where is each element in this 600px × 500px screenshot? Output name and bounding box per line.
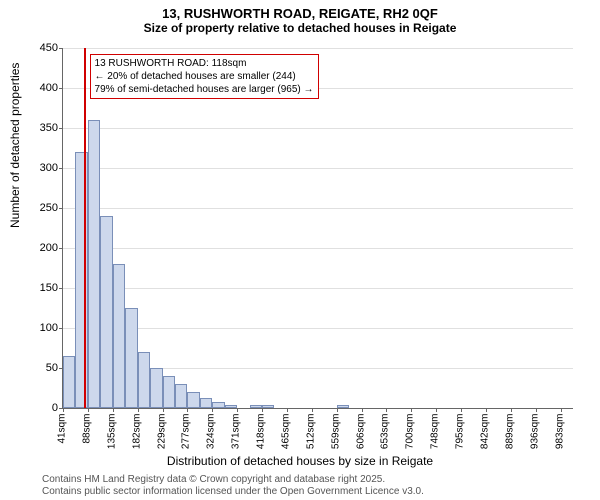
y-axis-label: Number of detached properties bbox=[8, 63, 22, 228]
gridline bbox=[63, 328, 573, 329]
ytick-label: 200 bbox=[40, 242, 58, 254]
ytick-mark bbox=[59, 328, 63, 329]
xtick-mark bbox=[461, 408, 462, 412]
ytick-label: 350 bbox=[40, 122, 58, 134]
ytick-mark bbox=[59, 88, 63, 89]
xtick-label: 889sqm bbox=[504, 414, 515, 458]
chart-title-sub: Size of property relative to detached ho… bbox=[0, 21, 600, 39]
ytick-label: 100 bbox=[40, 322, 58, 334]
ytick-label: 250 bbox=[40, 202, 58, 214]
xtick-mark bbox=[386, 408, 387, 412]
chart-title-main: 13, RUSHWORTH ROAD, REIGATE, RH2 0QF bbox=[0, 0, 600, 21]
xtick-label: 748sqm bbox=[430, 414, 441, 458]
xtick-mark bbox=[163, 408, 164, 412]
xtick-mark bbox=[212, 408, 213, 412]
xtick-label: 88sqm bbox=[81, 414, 92, 458]
attribution-footer: Contains HM Land Registry data © Crown c… bbox=[42, 474, 424, 498]
ytick-label: 400 bbox=[40, 82, 58, 94]
histogram-bar bbox=[125, 308, 137, 408]
histogram-bar bbox=[88, 120, 100, 408]
property-marker-line bbox=[84, 48, 86, 408]
footer-line-1: Contains HM Land Registry data © Crown c… bbox=[42, 474, 424, 486]
ytick-label: 0 bbox=[52, 402, 58, 414]
gridline bbox=[63, 208, 573, 209]
xtick-mark bbox=[362, 408, 363, 412]
histogram-bar bbox=[250, 405, 262, 408]
xtick-label: 700sqm bbox=[405, 414, 416, 458]
xtick-mark bbox=[63, 408, 64, 412]
xtick-label: 465sqm bbox=[280, 414, 291, 458]
histogram-bar bbox=[100, 216, 112, 408]
xtick-label: 795sqm bbox=[455, 414, 466, 458]
histogram-bar bbox=[187, 392, 199, 408]
xtick-mark bbox=[312, 408, 313, 412]
ytick-label: 150 bbox=[40, 282, 58, 294]
annotation-line-1: 13 RUSHWORTH ROAD: 118sqm bbox=[95, 57, 314, 70]
footer-line-2: Contains public sector information licen… bbox=[42, 486, 424, 498]
ytick-mark bbox=[59, 168, 63, 169]
xtick-label: 135sqm bbox=[106, 414, 117, 458]
xtick-label: 324sqm bbox=[206, 414, 217, 458]
histogram-bar bbox=[75, 152, 87, 408]
xtick-mark bbox=[237, 408, 238, 412]
ytick-mark bbox=[59, 48, 63, 49]
xtick-mark bbox=[187, 408, 188, 412]
xtick-mark bbox=[138, 408, 139, 412]
xtick-mark bbox=[287, 408, 288, 412]
ytick-mark bbox=[59, 248, 63, 249]
xtick-label: 418sqm bbox=[256, 414, 267, 458]
histogram-bar bbox=[175, 384, 187, 408]
xtick-mark bbox=[262, 408, 263, 412]
gridline bbox=[63, 48, 573, 49]
property-annotation-box: 13 RUSHWORTH ROAD: 118sqm← 20% of detach… bbox=[90, 54, 319, 99]
xtick-label: 41sqm bbox=[57, 414, 68, 458]
xtick-label: 229sqm bbox=[156, 414, 167, 458]
gridline bbox=[63, 248, 573, 249]
annotation-line-3: 79% of semi-detached houses are larger (… bbox=[95, 83, 314, 96]
histogram-bar bbox=[63, 356, 75, 408]
xtick-label: 842sqm bbox=[479, 414, 490, 458]
xtick-mark bbox=[561, 408, 562, 412]
histogram-bar bbox=[262, 405, 274, 408]
xtick-label: 983sqm bbox=[554, 414, 565, 458]
histogram-bar bbox=[150, 368, 162, 408]
xtick-mark bbox=[536, 408, 537, 412]
histogram-bar bbox=[225, 405, 237, 408]
xtick-label: 277sqm bbox=[181, 414, 192, 458]
chart-plot-area: 13 RUSHWORTH ROAD: 118sqm← 20% of detach… bbox=[62, 48, 573, 409]
histogram-bar bbox=[200, 398, 212, 408]
xtick-label: 371sqm bbox=[231, 414, 242, 458]
annotation-line-2: ← 20% of detached houses are smaller (24… bbox=[95, 70, 314, 83]
xtick-label: 559sqm bbox=[330, 414, 341, 458]
ytick-mark bbox=[59, 128, 63, 129]
xtick-label: 936sqm bbox=[529, 414, 540, 458]
xtick-mark bbox=[113, 408, 114, 412]
xtick-label: 512sqm bbox=[305, 414, 316, 458]
ytick-label: 50 bbox=[46, 362, 58, 374]
histogram-bar bbox=[138, 352, 150, 408]
gridline bbox=[63, 128, 573, 129]
ytick-label: 450 bbox=[40, 42, 58, 54]
histogram-bar bbox=[113, 264, 125, 408]
ytick-label: 300 bbox=[40, 162, 58, 174]
xtick-label: 606sqm bbox=[355, 414, 366, 458]
histogram-bar bbox=[337, 405, 349, 408]
histogram-bar bbox=[212, 402, 224, 408]
xtick-mark bbox=[411, 408, 412, 412]
histogram-bar bbox=[163, 376, 175, 408]
xtick-mark bbox=[88, 408, 89, 412]
xtick-label: 182sqm bbox=[131, 414, 142, 458]
ytick-mark bbox=[59, 288, 63, 289]
xtick-label: 653sqm bbox=[380, 414, 391, 458]
xtick-mark bbox=[436, 408, 437, 412]
xtick-mark bbox=[337, 408, 338, 412]
xtick-mark bbox=[486, 408, 487, 412]
gridline bbox=[63, 168, 573, 169]
gridline bbox=[63, 288, 573, 289]
ytick-mark bbox=[59, 208, 63, 209]
xtick-mark bbox=[511, 408, 512, 412]
